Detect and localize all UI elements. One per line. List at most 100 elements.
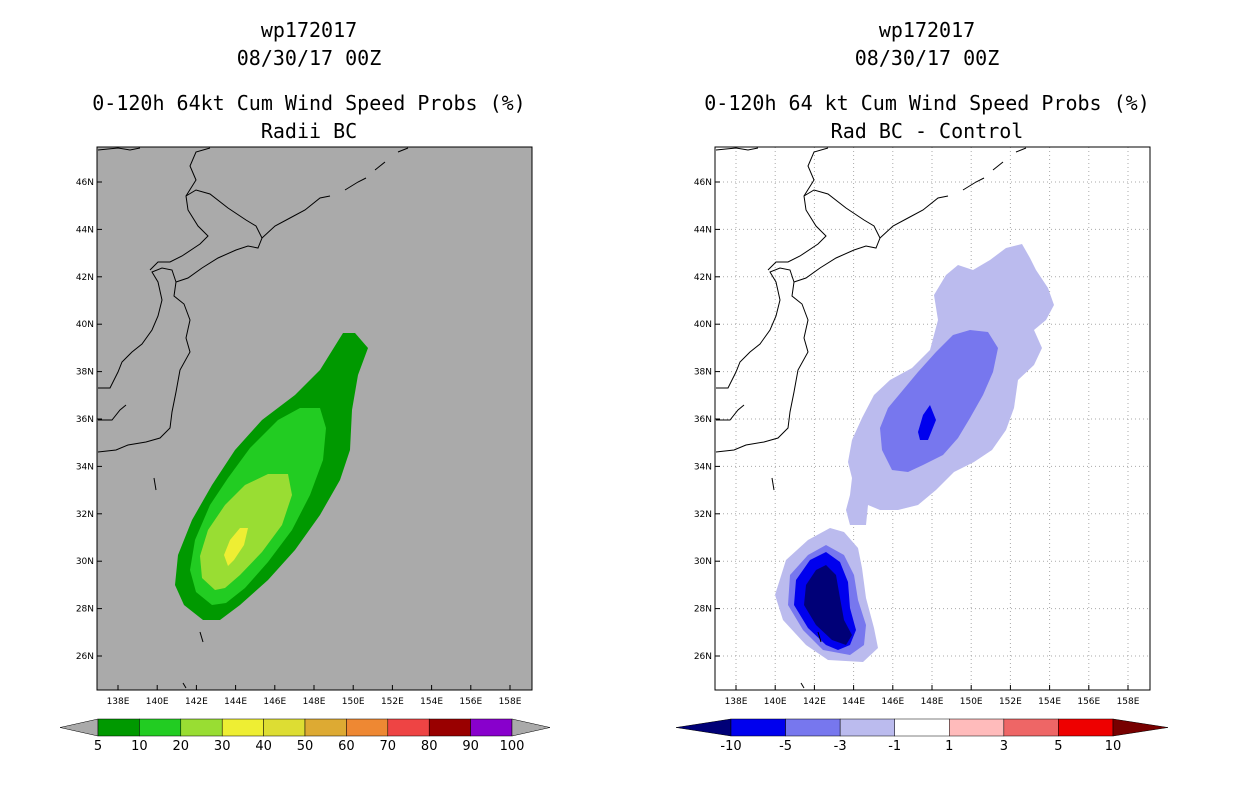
colorbar-label: 5	[1054, 739, 1062, 754]
lat-tick-label: 38N	[76, 368, 94, 378]
lat-tick-label: 26N	[76, 652, 94, 662]
lat-tick-label: 44N	[694, 225, 712, 235]
colorbar-label: 5	[94, 739, 102, 754]
colorbar-swatch	[346, 718, 389, 737]
colorbar-high-triangle	[511, 718, 551, 737]
colorbar-swatch	[949, 718, 1005, 737]
lon-tick-label: 158E	[1117, 697, 1140, 707]
right-lon-tick-labels: 138E 140E 142E 144E 146E 148E 150E 152E 154E 156E…	[725, 685, 1140, 707]
left-subtitle: Radii BC	[260, 119, 358, 143]
lat-tick-label: 42N	[76, 273, 94, 283]
colorbar-swatch	[180, 718, 223, 737]
lon-tick-label: 150E	[960, 697, 983, 707]
lat-tick-label: 32N	[694, 510, 712, 520]
left-storm-id: wp172017	[260, 18, 358, 42]
colorbar-swatch	[221, 718, 264, 737]
colorbar-label: -1	[888, 739, 901, 754]
lat-tick-label: 46N	[694, 178, 712, 188]
left-colorbar: 5 10 20 30 40 50 60 70 80 90 100	[59, 718, 551, 754]
diff-minus10-south	[804, 565, 852, 645]
right-colorbar: -10 -5 -3 -1 1 3 5 10	[675, 718, 1169, 754]
colorbar-label: 80	[421, 739, 438, 754]
left-map-svg: 138E 140E 142E 144E 146E 148E 150E 152E 154E 156E…	[59, 146, 551, 754]
lat-tick-label: 26N	[694, 652, 712, 662]
lon-tick-label: 152E	[381, 697, 404, 707]
left-product-title: 0-120h 64kt Cum Wind Speed Probs (%)	[92, 91, 526, 115]
lat-tick-label: 42N	[694, 273, 712, 283]
left-coastlines	[97, 147, 409, 689]
colorbar-label: 90	[462, 739, 479, 754]
lon-tick-label: 140E	[764, 697, 787, 707]
colorbar-swatch	[304, 718, 347, 737]
lon-tick-label: 142E	[803, 697, 826, 707]
contour-30	[224, 528, 248, 566]
lat-tick-label: 36N	[76, 415, 94, 425]
lon-tick-label: 156E	[459, 697, 482, 707]
lon-tick-label: 140E	[146, 697, 169, 707]
lat-tick-label: 34N	[76, 462, 94, 472]
colorbar-label: 30	[214, 739, 231, 754]
colorbar-label: 3	[1000, 739, 1008, 754]
right-map-panel: wp172017 08/30/17 00Z 0-120h 64 kt Cum W…	[618, 0, 1236, 800]
colorbar-low-triangle	[59, 718, 99, 737]
colorbar-swatch	[1003, 718, 1059, 737]
colorbar-label: -5	[779, 739, 792, 754]
lat-tick-label: 30N	[694, 557, 712, 567]
lat-tick-label: 46N	[76, 178, 94, 188]
lat-tick-label: 36N	[694, 415, 712, 425]
lon-tick-label: 150E	[342, 697, 365, 707]
lat-tick-label: 28N	[76, 605, 94, 615]
lon-tick-label: 144E	[224, 697, 247, 707]
lon-tick-label: 146E	[881, 697, 904, 707]
colorbar-label: -3	[834, 739, 847, 754]
colorbar-label: 70	[380, 739, 397, 754]
colorbar-low-triangle	[675, 718, 732, 737]
left-date: 08/30/17 00Z	[236, 46, 382, 70]
colorbar-label: 60	[338, 739, 355, 754]
lat-tick-label: 30N	[76, 557, 94, 567]
right-product-title: 0-120h 64 kt Cum Wind Speed Probs (%)	[704, 91, 1150, 115]
lon-tick-label: 142E	[185, 697, 208, 707]
colorbar-swatch	[470, 718, 513, 737]
lat-tick-label: 32N	[76, 510, 94, 520]
colorbar-swatch	[730, 718, 786, 737]
lat-tick-label: 44N	[76, 225, 94, 235]
right-date: 08/30/17 00Z	[854, 46, 1000, 70]
lon-tick-label: 148E	[921, 697, 944, 707]
colorbar-swatch	[387, 718, 430, 737]
lat-tick-label: 28N	[694, 605, 712, 615]
colorbar-label: 100	[500, 739, 525, 754]
lon-tick-label: 154E	[1038, 697, 1061, 707]
colorbar-label: 40	[255, 739, 272, 754]
right-lat-tick-labels: 26N 28N 30N 32N 34N 36N 38N 40N 42N 44N 46N	[694, 178, 720, 662]
lon-tick-label: 156E	[1077, 697, 1100, 707]
left-probability-contours	[175, 333, 368, 620]
colorbar-label: 50	[297, 739, 314, 754]
left-map-panel: wp172017 08/30/17 00Z 0-120h 64kt Cum Wi…	[59, 18, 551, 754]
lat-tick-label: 40N	[76, 320, 94, 330]
lon-tick-label: 158E	[499, 697, 522, 707]
lon-tick-label: 148E	[303, 697, 326, 707]
colorbar-swatch	[97, 718, 140, 737]
right-difference-contours	[775, 244, 1054, 662]
colorbar-swatch	[428, 718, 471, 737]
lon-tick-label: 154E	[420, 697, 443, 707]
lon-tick-label: 138E	[725, 697, 748, 707]
right-storm-id: wp172017	[878, 18, 976, 42]
diff-minus5-north	[918, 405, 936, 440]
right-subtitle: Rad BC - Control	[830, 119, 1024, 143]
lat-tick-label: 34N	[694, 462, 712, 472]
right-coastlines	[715, 147, 1027, 689]
colorbar-swatch	[1058, 718, 1114, 737]
diff-minus3-north	[880, 330, 998, 472]
colorbar-swatch	[263, 718, 306, 737]
colorbar-label: 20	[173, 739, 190, 754]
colorbar-label: -10	[720, 739, 741, 754]
lon-tick-label: 146E	[263, 697, 286, 707]
colorbar-label: 10	[131, 739, 148, 754]
colorbar-high-triangle	[1112, 718, 1169, 737]
lat-tick-label: 40N	[694, 320, 712, 330]
lat-tick-label: 38N	[694, 368, 712, 378]
left-lon-tick-labels: 138E 140E 142E 144E 146E 148E 150E 152E 154E 156E…	[107, 685, 522, 707]
left-lat-tick-labels: 26N 28N 30N 32N 34N 36N 38N 40N 42N 44N 46N	[76, 178, 102, 662]
